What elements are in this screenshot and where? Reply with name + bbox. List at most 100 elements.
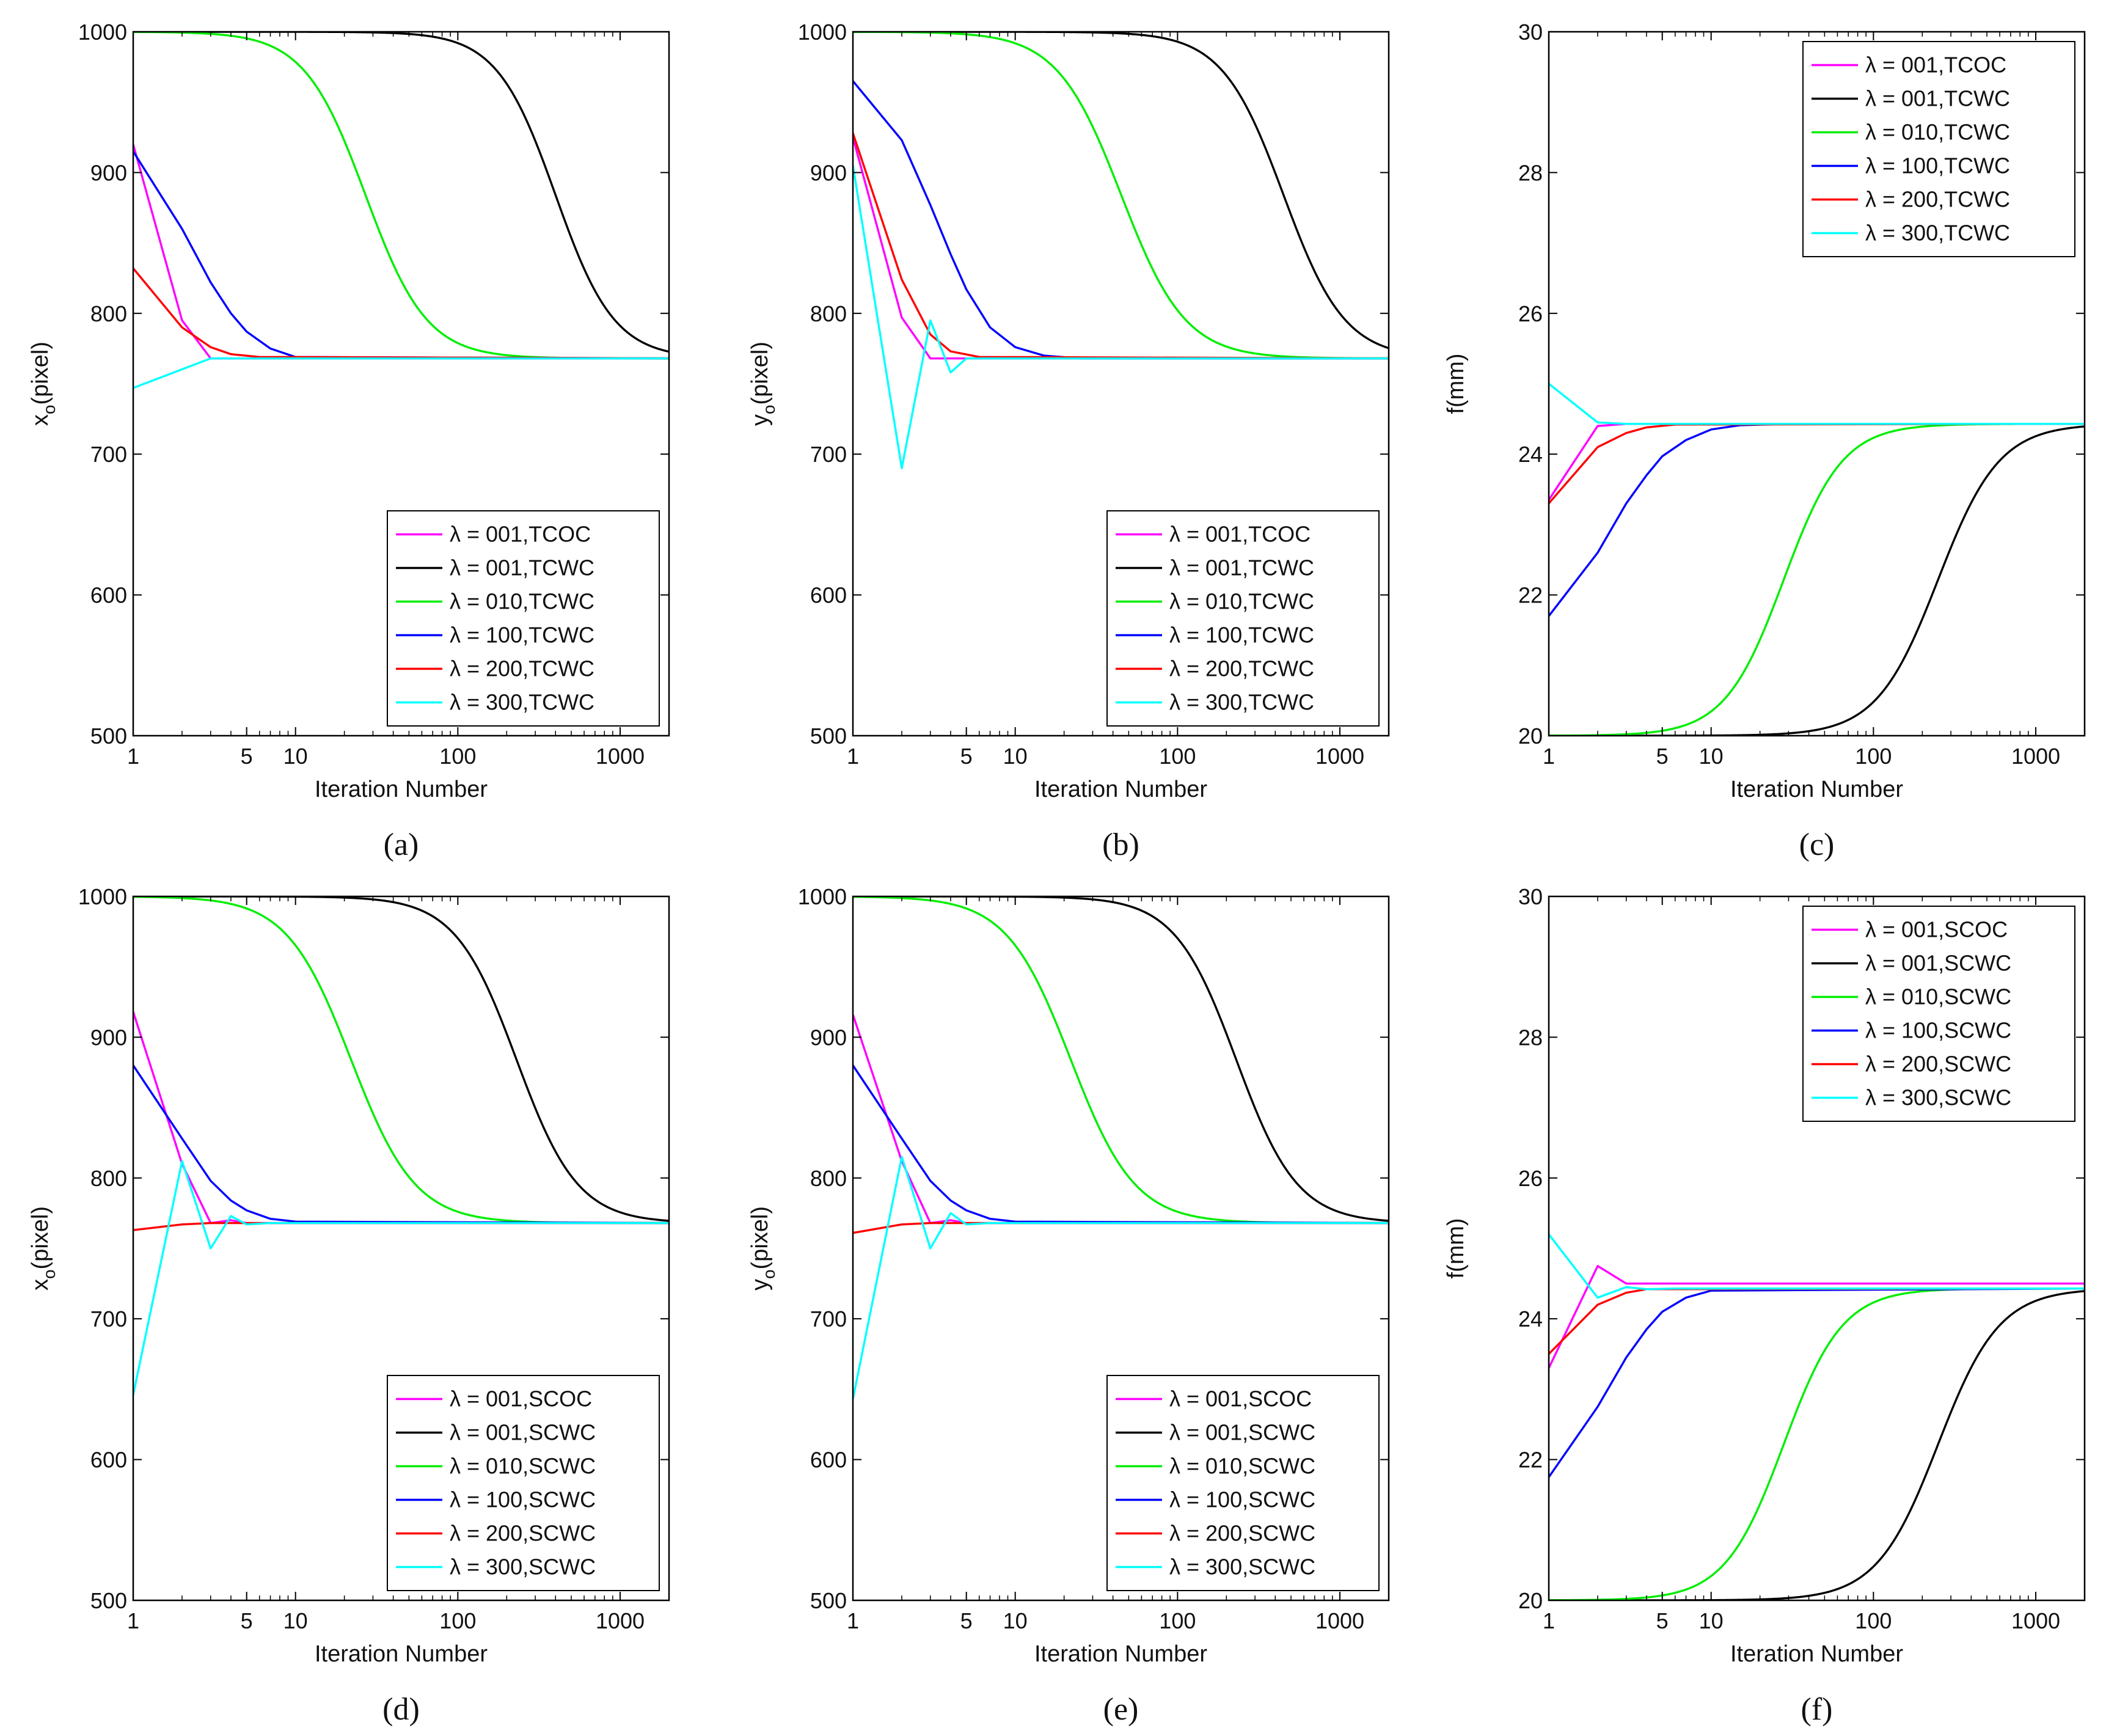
legend-label-4: λ = 100,SCWC	[1169, 1487, 1315, 1512]
y-axis-label-main: f(mm)	[1443, 353, 1469, 414]
y-tick-label: 1000	[78, 20, 127, 45]
y-axis-label: xo(pixel)	[27, 342, 59, 426]
x-tick-label: 1	[847, 744, 859, 769]
x-tick-label: 1000	[2011, 744, 2060, 769]
y-tick-label: 700	[90, 442, 127, 467]
legend-label-5: λ = 200,SCWC	[450, 1521, 596, 1546]
legend: λ = 001,SCOC λ = 001,SCWC λ = 010,SCWC λ = …	[1106, 1375, 1380, 1591]
legend-label-6: λ = 300,SCWC	[450, 1555, 596, 1580]
y-tick-label: 26	[1518, 1166, 1543, 1191]
panel-caption: (e)	[1103, 1692, 1139, 1727]
legend-label-2: λ = 001,TCWC	[450, 555, 594, 580]
plot-frame	[1548, 895, 2086, 1602]
y-tick-label: 600	[810, 583, 847, 608]
y-tick-label: 22	[1518, 1448, 1543, 1473]
y-tick-label: 28	[1518, 160, 1543, 185]
legend: λ = 001,TCOC λ = 001,TCWC λ = 010,TCWC λ = …	[387, 510, 660, 727]
y-tick-label: 30	[1518, 884, 1543, 909]
y-tick-label: 800	[90, 301, 127, 326]
y-tick-label: 800	[810, 301, 847, 326]
y-tick-label: 500	[90, 1588, 127, 1613]
legend-label-3: λ = 010,SCWC	[1865, 984, 2011, 1009]
legend-label-3: λ = 010,SCWC	[1169, 1454, 1315, 1479]
plot-frame	[132, 31, 670, 737]
legend-label-1: λ = 001,TCOC	[1169, 522, 1311, 547]
y-tick-label: 26	[1518, 301, 1543, 326]
legend-label-6: λ = 300,TCWC	[1169, 690, 1314, 715]
y-tick-label: 900	[810, 1025, 847, 1050]
x-tick-label: 10	[1003, 744, 1028, 769]
legend-label-3: λ = 010,TCWC	[450, 589, 594, 614]
legend-box	[1106, 510, 1380, 727]
y-tick-label: 700	[90, 1306, 127, 1331]
plot-frame	[1548, 31, 2086, 737]
legend-label-2: λ = 001,SCWC	[1169, 1420, 1315, 1445]
x-tick-label: 1000	[596, 1608, 645, 1633]
y-tick-label: 900	[810, 160, 847, 185]
y-tick-label: 800	[90, 1166, 127, 1191]
x-axis-label: Iteration Number	[315, 777, 488, 802]
x-tick-label: 1	[1543, 1608, 1555, 1633]
x-axis-label: Iteration Number	[1730, 777, 1903, 802]
panel-caption: (c)	[1799, 827, 1835, 862]
y-tick-label: 700	[810, 1306, 847, 1331]
chart-panel-2: 1 5 10 100 1000 500 600 700 800 900 1000 Iteration …	[747, 20, 1390, 862]
legend-box	[1802, 41, 2075, 257]
x-tick-label: 5	[241, 744, 253, 769]
legend-label-4: λ = 100,TCWC	[450, 623, 594, 648]
y-tick-label: 28	[1518, 1025, 1543, 1050]
y-tick-label: 500	[90, 723, 127, 749]
y-axis-label-unit: (pixel)	[747, 1206, 773, 1269]
legend-label-1: λ = 001,TCOC	[450, 522, 591, 547]
y-axis-label: xo(pixel)	[27, 1206, 59, 1291]
y-axis-label-unit: (pixel)	[747, 342, 773, 405]
series-line-4	[853, 1064, 1389, 1225]
y-axis-label: f(mm)	[1443, 1218, 1469, 1278]
legend-label-5: λ = 200,TCWC	[1169, 656, 1314, 681]
chart-panel-3: 1 5 10 100 1000 20 22 24 26 28 30 Iteration Number f…	[1443, 20, 2086, 862]
series-line-6	[1549, 1233, 2085, 1299]
panel-caption: (a)	[384, 827, 419, 862]
legend-box	[1106, 1375, 1380, 1591]
legend-label-2: λ = 001,TCWC	[1865, 86, 2010, 111]
y-tick-label: 24	[1518, 442, 1543, 467]
chart-panel-6: 1 5 10 100 1000 20 22 24 26 28 30 Iteration Number f…	[1443, 884, 2086, 1727]
y-tick-label: 800	[810, 1166, 847, 1191]
x-axis-label: Iteration Number	[1730, 1641, 1903, 1667]
y-axis-label-subscript: o	[759, 1269, 778, 1279]
legend-label-1: λ = 001,SCOC	[1169, 1386, 1312, 1412]
x-tick-label: 5	[1656, 1608, 1669, 1633]
x-tick-label: 1000	[1315, 744, 1364, 769]
y-tick-label: 700	[810, 442, 847, 467]
series-line-6	[853, 165, 1389, 469]
x-tick-label: 1000	[2011, 1608, 2060, 1633]
y-tick-label: 22	[1518, 583, 1543, 608]
x-tick-label: 100	[1855, 744, 1892, 769]
legend-label-2: λ = 001,SCWC	[450, 1420, 596, 1445]
y-axis-label-main: y	[747, 414, 773, 426]
x-tick-label: 5	[960, 744, 973, 769]
legend-box	[1802, 906, 2075, 1122]
legend-box	[387, 1375, 660, 1591]
x-tick-label: 100	[1159, 744, 1196, 769]
x-tick-label: 10	[1699, 744, 1724, 769]
y-axis-label-subscript: o	[40, 1269, 59, 1279]
chart-panel-1: 1 5 10 100 1000 500 600 700 800 900 1000 Iteration …	[27, 20, 670, 862]
series-line-6	[133, 357, 669, 389]
panel-caption: (f)	[1801, 1692, 1833, 1727]
y-tick-label: 30	[1518, 20, 1543, 45]
y-tick-label: 600	[810, 1448, 847, 1473]
y-axis-label: f(mm)	[1443, 353, 1469, 414]
y-tick-label: 1000	[798, 20, 847, 45]
y-tick-label: 20	[1518, 723, 1543, 749]
y-axis-label-unit: (pixel)	[27, 342, 53, 405]
panel-caption: (d)	[382, 1692, 420, 1727]
legend: λ = 001,TCOC λ = 001,TCWC λ = 010,TCWC λ = …	[1106, 510, 1380, 727]
legend-label-5: λ = 200,TCWC	[450, 656, 594, 681]
y-axis-label-subscript: o	[759, 405, 778, 414]
y-tick-label: 600	[90, 1448, 127, 1473]
legend-label-3: λ = 010,TCWC	[1865, 120, 2010, 145]
x-tick-label: 100	[439, 1608, 476, 1633]
y-tick-label: 900	[90, 160, 127, 185]
